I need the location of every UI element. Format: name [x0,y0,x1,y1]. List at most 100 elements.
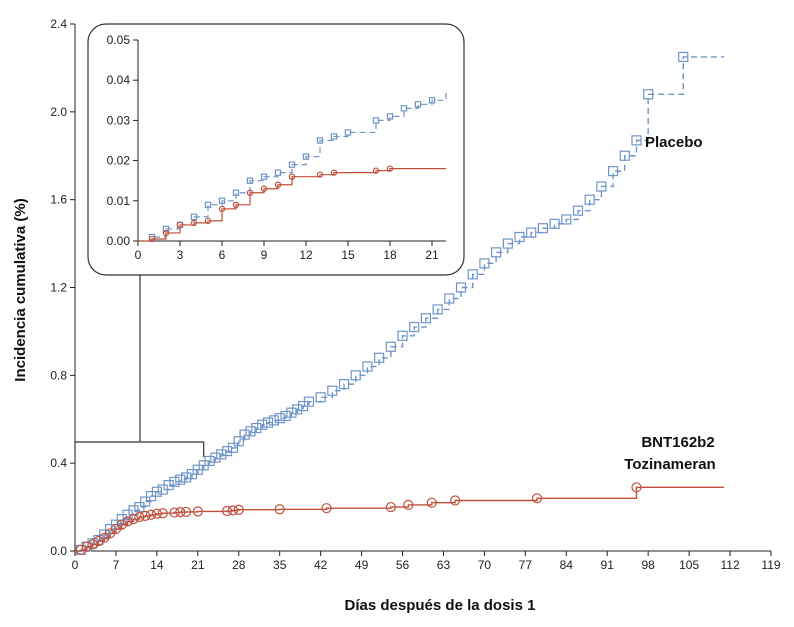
data-point [596,181,607,192]
data-point [537,223,548,234]
x-tick-label: 70 [478,558,492,572]
data-point [374,352,385,363]
inset-chart: 0 3 6 9 12 15 18 21 0.00 0.01 0.02 0.03 0.04 0.05 [74,23,465,457]
data-point [140,496,151,507]
data-point [403,499,414,510]
data-point [216,449,227,460]
data-point [140,510,151,521]
data-point [204,201,212,209]
data-point [246,177,254,184]
data-point [260,185,268,192]
data-point [420,313,432,324]
y-tick-label: 0.8 [50,368,67,382]
y-tick-label: 0.05 [107,33,131,47]
data-point [162,225,170,233]
data-point [274,169,282,176]
main-axes: 0 7 14 21 28 35 42 49 56 63 70 77 84 91 98 105 112 1190.0… [50,17,781,572]
y-tick-label: 0.4 [50,456,67,470]
x-tick-label: 63 [437,558,451,572]
data-point [163,480,174,491]
data-point [491,247,502,258]
data-point [607,166,619,177]
data-point [232,201,240,209]
x-axis-title: Días después de la dosis 1 [345,597,536,614]
x-tick-label: 3 [177,248,184,262]
x-tick-label: 18 [383,248,397,262]
data-point [257,419,268,430]
data-point [321,503,332,514]
x-tick-label: 35 [273,558,287,572]
x-tick-label: 98 [641,558,655,572]
data-point [176,221,184,229]
data-point [75,544,86,556]
data-point [316,137,324,144]
data-point [122,516,133,527]
inset-frame [87,23,465,276]
y-tick-label: 0.03 [107,113,131,127]
y-tick-label: 0.02 [107,154,131,168]
y-tick-label: 0.01 [107,194,131,208]
data-point [315,392,326,403]
data-point [432,304,443,315]
data-point [531,493,543,504]
data-point [192,506,203,517]
data-point [151,508,162,519]
data-point [455,282,467,293]
data-point [330,169,338,176]
data-point [157,508,168,519]
series-label-placebo: Placebo [645,134,703,151]
y-tick-label: 0.00 [107,234,131,248]
data-point [372,167,380,174]
y-tick-label: 0.0 [50,544,67,558]
data-point [116,519,127,530]
x-tick-label: 7 [113,558,120,572]
data-point [479,258,490,269]
data-point [246,189,254,196]
data-point [561,214,572,225]
data-point [218,197,226,204]
data-point [338,379,350,390]
data-point [386,113,394,120]
x-tick-label: 21 [191,558,205,572]
data-point [151,486,162,497]
data-point [372,117,380,124]
data-point [268,415,279,426]
y-tick-label: 2.0 [50,105,67,119]
data-point [145,509,157,520]
x-tick-label: 105 [679,558,699,572]
x-tick-label: 56 [396,558,410,572]
data-point [169,507,180,518]
data-point [426,497,437,508]
x-tick-label: 49 [355,558,369,572]
x-tick-label: 21 [425,248,439,262]
data-point [227,505,239,516]
data-point [233,504,244,515]
data-point [134,511,145,523]
x-tick-label: 14 [150,558,164,572]
data-point [514,231,525,243]
data-point [245,426,256,437]
data-point [175,474,186,485]
chart-labels: Incidencia cumulativa (%) Días después d… [12,134,716,614]
inset-bracket [74,441,205,457]
x-tick-label: 77 [519,558,533,572]
inset-series [138,92,447,243]
data-point [619,150,630,161]
series-bnt162b2 [138,165,446,243]
data-point [260,173,268,180]
data-point [362,361,373,372]
data-point [274,181,282,188]
data-point [233,436,244,447]
data-point [584,194,595,205]
data-point [526,227,537,238]
data-point [232,189,240,196]
data-point [218,205,226,213]
data-point [409,321,420,333]
y-tick-label: 0.04 [107,73,131,87]
data-point [385,501,396,513]
data-point [227,442,239,453]
data-point [385,341,396,352]
data-point [327,385,338,396]
data-point [190,213,198,221]
data-point [450,495,461,506]
